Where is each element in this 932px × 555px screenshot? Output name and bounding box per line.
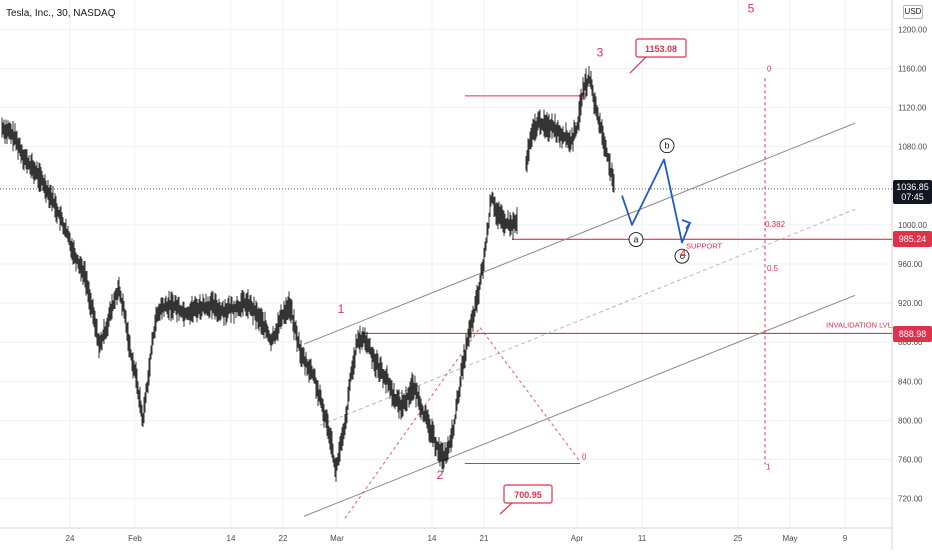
high-callout-text: 1153.08 [645, 44, 677, 54]
abc-label-circle-c [674, 248, 690, 264]
countdown-value: 07:45 [901, 192, 924, 202]
y-tick-label: 1160.00 [898, 64, 927, 73]
y-tick-label: 720.00 [898, 495, 923, 504]
x-tick-label: 25 [734, 534, 743, 543]
low-callout-pointer [499, 502, 513, 515]
low-callout: 700.95 [499, 484, 553, 515]
abc-label-circle-a [628, 232, 644, 248]
invalidation-price-value: 888.98 [898, 329, 927, 339]
wave-projection [621, 158, 692, 244]
last-price-value: 1036.85 [896, 182, 929, 192]
x-tick-label: 14 [227, 534, 236, 543]
abc-label-b: b [664, 141, 669, 151]
x-tick-label: May [782, 534, 797, 543]
support-price-value: 985.24 [898, 234, 927, 244]
projection-path [621, 158, 691, 244]
high-callout-pointer [629, 56, 647, 74]
x-tick-label: 9 [843, 534, 848, 543]
abc-label-a: a [633, 235, 638, 245]
fib-label-1: 1 [766, 462, 771, 471]
fib-diagonal-1 [344, 327, 481, 519]
last-price-tag: 1036.85 07:45 [893, 180, 932, 204]
y-tick-label: 1200.00 [898, 25, 927, 34]
y-tick-label: 1120.00 [898, 104, 927, 113]
y-tick-label: 960.00 [898, 260, 923, 269]
wave-label-1: 1 [338, 302, 345, 316]
y-tick-label: 800.00 [898, 416, 923, 425]
projection-arrowhead [681, 219, 692, 230]
x-tick-label: 24 [66, 534, 75, 543]
support-label: SUPPORT [686, 241, 723, 250]
y-tick-label: 920.00 [898, 299, 923, 308]
fib-label-05: 0.5 [767, 264, 779, 273]
y-tick-label: 760.00 [898, 456, 923, 465]
y-tick-label: 840.00 [898, 377, 923, 386]
x-tick-label: 11 [638, 534, 647, 543]
high-callout-box [635, 38, 687, 58]
channel-lower [303, 294, 856, 517]
symbol-title: Tesla, Inc., 30, NASDAQ [6, 8, 116, 19]
abc-label-c: c [680, 251, 685, 261]
abc-label-circle-b [659, 138, 675, 154]
support-price-tag: 985.24 [893, 231, 932, 247]
y-tick-label: 880.00 [898, 338, 923, 347]
x-tick-label: Mar [330, 534, 344, 543]
y-tick-label: 1080.00 [898, 143, 927, 152]
high-callout: 1153.08 [629, 38, 687, 74]
channel-upper [303, 122, 856, 345]
channel-median [319, 208, 856, 426]
wave-label-4: 4 [680, 247, 687, 261]
x-tick-label: 22 [279, 534, 288, 543]
wave-label-5: 5 [748, 2, 755, 16]
fib-diagonal-2 [479, 327, 581, 462]
grid-lines [0, 0, 892, 528]
wave-label-3: 3 [597, 46, 604, 60]
low-callout-box [503, 484, 553, 504]
trend-channel [303, 122, 856, 517]
x-tick-label: Feb [128, 534, 142, 543]
price-series [1, 65, 615, 482]
fib-extension-left: 20 [344, 92, 587, 519]
invalidation-label: INVALIDATION LVL. [826, 320, 894, 329]
low-callout-text: 700.95 [514, 490, 542, 500]
fib-label-0382: 0.382 [765, 220, 786, 229]
fib-retracement-right: 0 0.382 0.5 1 [764, 64, 786, 471]
wave-label-2: 2 [437, 468, 444, 482]
fib-label-0: 0 [767, 64, 772, 73]
fib-label-0: 0 [582, 453, 587, 462]
invalidation-price-tag: 888.98 [893, 326, 932, 342]
fib-label-2: 2 [582, 92, 587, 101]
y-tick-label: 1000.00 [898, 221, 927, 230]
x-tick-label: Apr [571, 534, 584, 543]
x-tick-label: 14 [428, 534, 437, 543]
x-tick-label: 21 [480, 534, 489, 543]
currency-label[interactable]: USD [903, 5, 923, 19]
